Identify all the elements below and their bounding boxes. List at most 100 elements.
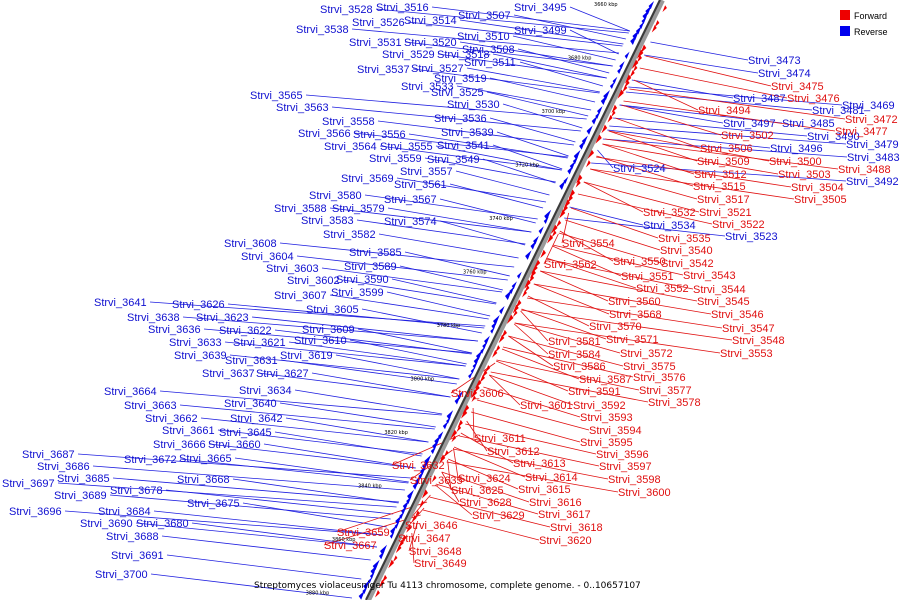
leader-line-reverse [489,117,576,143]
leader-line-forward [446,461,619,493]
leader-line-reverse [492,53,607,79]
gene-label-reverse: Strvi_3665 [179,453,232,465]
leader-line-reverse [375,8,629,34]
gene-reverse [579,140,586,150]
gene-forward [474,378,482,390]
gene-reverse [363,579,370,591]
gene-label-forward: Strvi_3612 [487,446,540,458]
leader-line-reverse [64,510,383,536]
gene-label-forward: Strvi_3545 [697,296,750,308]
gene-forward [556,219,562,228]
gene-label-reverse: Strvi_3558 [322,116,375,128]
gene-label-forward: Strvi_3475 [771,81,824,93]
gene-forward [495,345,501,353]
leader-line-forward [435,483,539,515]
axis-tick-label: 3860 kbp [332,537,356,543]
gene-label-reverse: Strvi_3661 [162,425,215,437]
gene-label-forward: Strvi_3554 [562,238,615,250]
leader-line-reverse [191,522,378,548]
leader-line-reverse [179,404,435,430]
gene-label-reverse: Strvi_3525 [431,87,484,99]
leader-line-reverse [356,219,526,245]
gene-label-forward: Strvi_3647 [398,533,451,545]
gene-forward [512,310,518,318]
gene-forward [631,58,639,70]
leader-line-forward [633,79,699,111]
gene-label-reverse: Strvi_3634 [239,385,292,397]
leader-line-reverse [150,573,353,599]
leader-line-forward [558,232,662,264]
gene-forward [651,24,657,33]
gene-label-forward: Strvi_3597 [599,461,652,473]
gene-reverse [533,235,539,245]
leader-line-forward [508,335,624,367]
gene-reverse [591,115,598,125]
leader-line-forward [452,448,609,480]
gene-label-reverse: Strvi_3580 [309,190,362,202]
leader-line-reverse [329,207,532,233]
gene-label-forward: Strvi_3628 [459,497,512,509]
gene-forward [550,223,558,235]
gene-reverse [630,34,637,46]
leader-line-reverse [135,522,378,548]
leader-line-reverse [349,339,467,365]
gene-reverse [430,446,437,455]
leader-line-reverse [274,329,472,355]
gene-label-forward: Strvi_3546 [711,309,764,321]
gene-label-reverse: Strvi_3485 [782,118,835,130]
leader-line-reverse [386,291,491,317]
leader-line-forward [596,155,694,187]
leader-line-forward [639,67,788,99]
leader-line-reverse [439,220,526,246]
gene-label-reverse: Strvi_3627 [256,368,309,380]
leader-line-reverse [112,477,400,503]
gene-label-reverse: Strvi_3590 [336,274,389,286]
gene-label-reverse: Strvi_3585 [349,247,402,259]
leader-line-reverse [217,429,423,455]
gene-forward [576,174,583,184]
leader-line-reverse [513,14,626,40]
gene-label-reverse: Strvi_3520 [404,37,457,49]
gene-label-reverse: Strvi_3556 [353,129,406,141]
leader-line-forward [583,181,700,213]
gene-label-reverse: Strvi_3496 [770,143,823,155]
gene-reverse [525,250,532,260]
leader-line-reverse [459,19,624,45]
gene-label-reverse: Strvi_3639 [174,350,227,362]
leader-line-forward [422,509,540,541]
gene-label-reverse: Strvi_3533 [401,81,454,93]
leader-line-forward [502,346,634,378]
leader-line-reverse [179,458,409,484]
gene-label-forward: Strvi_3506 [700,143,753,155]
gene-forward [506,314,514,324]
gene-reverse [600,94,608,106]
leader-line-forward [514,322,621,354]
leader-line-reverse [227,303,485,329]
gene-label-reverse: Strvi_3583 [301,215,354,227]
leader-line-reverse [456,85,592,111]
gene-label-reverse: Strvi_3666 [153,439,206,451]
leader-line-reverse [391,278,497,304]
legend-forward-swatch [840,10,850,20]
leader-line-forward [546,258,694,290]
gene-label-forward: Strvi_3614 [525,472,578,484]
gene-forward [431,475,437,483]
gene-label-forward: Strvi_3624 [458,473,511,485]
gene-label-reverse: Strvi_3567 [384,194,437,206]
gene-label-forward: Strvi_3515 [693,181,746,193]
gene-reverse [624,51,630,59]
gene-label-reverse: Strvi_3539 [441,127,494,139]
leader-line-reverse [364,194,538,220]
leader-line-reverse [165,489,394,515]
gene-reverse [543,216,549,224]
gene-reverse [358,590,365,600]
leader-line-forward [483,386,581,418]
axis-ticks: 3660 kbp 3680 kbp 3700 kbp 3720 kbp 3740 kbp… [306,2,618,597]
gene-forward [492,349,498,358]
gene-reverse [490,326,495,334]
gene-label-forward: Strvi_3542 [661,258,714,270]
leader-line-reverse [399,265,503,291]
leader-line-reverse [285,417,429,443]
leader-line-forward [527,295,590,327]
gene-forward [421,489,429,499]
